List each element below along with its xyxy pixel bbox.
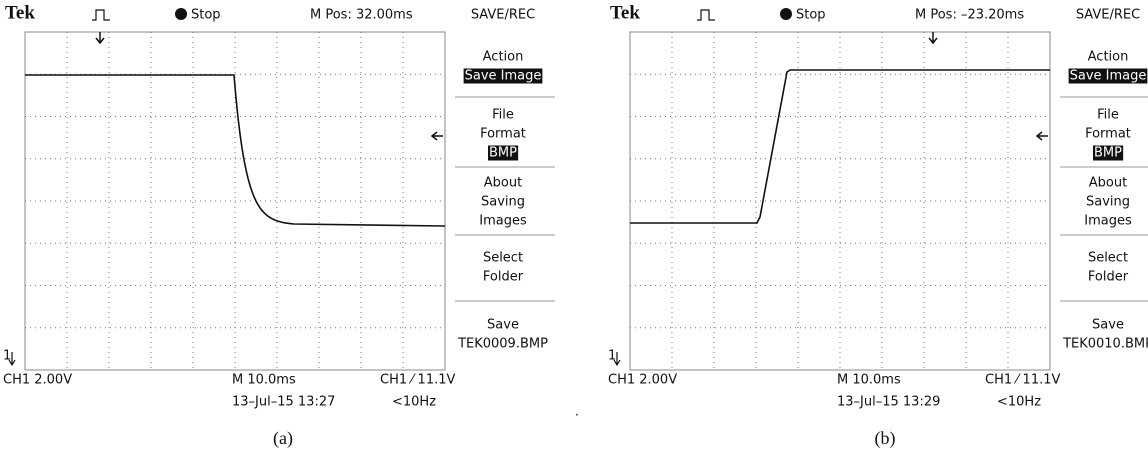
menu-item: About [1089,176,1127,191]
menu-item: Select [1088,251,1128,266]
brand: Tek [610,2,640,23]
m-pos: M Pos: 32.00ms [310,8,413,23]
figure: . Tek Stop M Pos: 32.00ms SAVE/REC Action Sav… [0,0,1148,457]
menu-item: TEK0009.BMP [457,337,548,352]
trigger-level-arrow [1037,132,1048,140]
menu-item: TEK0010.BMP [1062,337,1148,352]
menu-item: Images [479,214,527,229]
acquire-icon [92,10,110,20]
trigger: CH1 ⁄ 11.1V [380,373,456,388]
menu-item: About [484,176,522,191]
frequency: <10Hz [392,395,436,410]
menu-item: Saving [1086,195,1130,210]
scope-screen: Tek Stop M Pos: –23.20ms SAVE/REC Action Save… [608,2,1148,409]
menu-selected: Save Image [1070,69,1147,84]
channel-scale: CH1 2.00V [608,373,677,388]
menu-item: Action [1088,50,1129,65]
caption: (b) [875,428,896,449]
trigger-position-arrow [96,32,104,43]
menu-selected: BMP [489,146,517,161]
date: 13–Jul–15 13:29 [837,395,940,410]
menu-item: Select [483,251,523,266]
timebase: M 10.0ms [837,373,901,388]
trigger: CH1 ⁄ 11.1V [985,373,1061,388]
brand: Tek [5,2,35,23]
menu-title: SAVE/REC [1076,8,1140,23]
status: Stop [191,8,221,23]
menu-item: File [492,108,514,123]
menu-item: Images [1084,214,1132,229]
acquire-icon [697,10,715,20]
separator-dot: . [575,405,579,420]
menu-selected: Save Image [465,69,542,84]
trigger-position-arrow [929,32,937,43]
menu-item: Folder [1088,270,1129,285]
menu-item: Save [1092,318,1124,333]
timebase: M 10.0ms [232,373,296,388]
menu-item: Action [483,50,524,65]
menu-title: SAVE/REC [471,8,535,23]
menu-item: File [1097,108,1119,123]
menu-item: Format [1085,127,1131,142]
date: 13–Jul–15 13:27 [232,395,335,410]
menu-item: Saving [481,195,525,210]
trigger-level-arrow [432,132,443,140]
m-pos: M Pos: –23.20ms [915,8,1024,23]
menu-selected: BMP [1094,146,1122,161]
status: Stop [796,8,826,23]
menu-item: Format [480,127,526,142]
stop-icon [780,8,792,20]
menu-item: Save [487,318,519,333]
stop-icon [175,8,187,20]
channel-scale: CH1 2.00V [3,373,72,388]
menu-item: Folder [483,270,524,285]
scope-screen: Tek Stop M Pos: 32.00ms SAVE/REC Action Save … [3,2,555,409]
caption: (a) [273,428,293,449]
frequency: <10Hz [997,395,1041,410]
